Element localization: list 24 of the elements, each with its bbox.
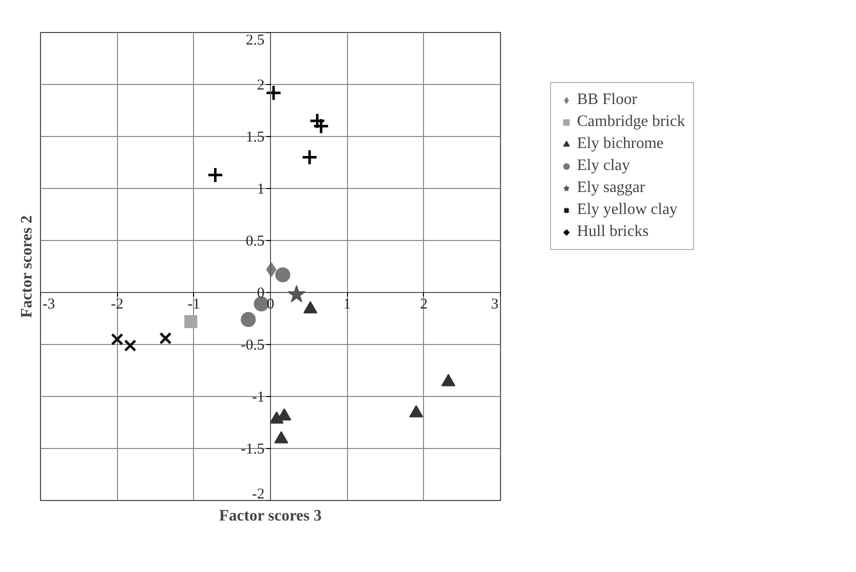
x-tick-label: -1: [188, 296, 200, 312]
x-tick-label: -2: [110, 296, 124, 312]
y-tick-label: 1: [257, 182, 264, 198]
legend-label: Ely yellow clay: [577, 201, 678, 219]
y-tick-label: -1: [252, 390, 265, 406]
x-tick-label: 2: [420, 296, 428, 312]
legend-label: Cambridge brick: [577, 113, 685, 131]
y-tick-label: 2: [257, 78, 264, 94]
x-tick-label: -3: [42, 296, 55, 312]
y-tick-label: 1.5: [246, 130, 264, 146]
y-tick-label: 2.5: [246, 32, 264, 48]
x-tick-label: 1: [343, 296, 351, 312]
y-tick-label: 0.5: [246, 234, 264, 250]
y-axis-title: Factor scores 2: [18, 215, 36, 318]
legend-label: Ely bichrome: [577, 135, 664, 153]
y-tick-label: -2: [252, 486, 265, 502]
y-tick-label: -0.5: [240, 338, 265, 354]
legend-label: Hull bricks: [577, 223, 649, 241]
legend-label: Ely clay: [577, 157, 630, 175]
x-axis-title: Factor scores 3: [219, 508, 322, 524]
x-tick-label: 3: [491, 296, 498, 312]
y-tick-label: -1.5: [240, 442, 265, 458]
legend-label: Ely saggar: [577, 179, 645, 197]
legend-label: BB Floor: [577, 91, 638, 109]
